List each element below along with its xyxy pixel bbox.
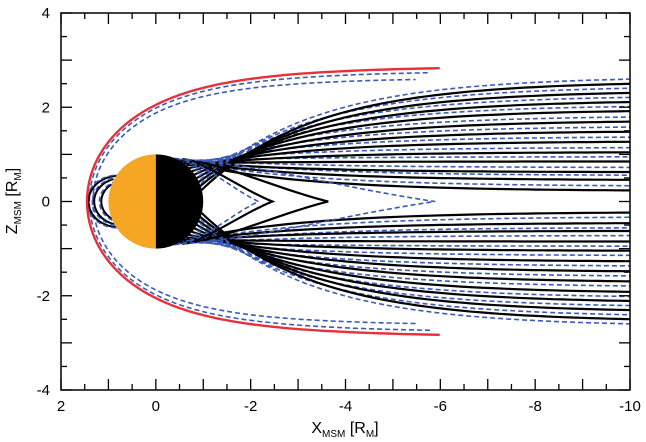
field-line-solid bbox=[171, 222, 630, 245]
x-tick-label: 2 bbox=[57, 398, 65, 415]
planet-dayside bbox=[108, 154, 156, 249]
field-line-dashed bbox=[189, 105, 630, 178]
field-line-solid bbox=[194, 110, 630, 181]
field-line-solid bbox=[199, 210, 630, 321]
field-line-solid bbox=[182, 236, 630, 252]
x-tick-labels: 2 0 -2 -4 -6 -8 -10 bbox=[57, 398, 641, 415]
x-axis-title: XMSM [RM] bbox=[311, 420, 378, 440]
field-line-closed-solid bbox=[181, 158, 329, 245]
y-tick-labels: 4 2 0 -2 -4 bbox=[37, 5, 50, 399]
field-line-solid bbox=[166, 211, 630, 246]
field-line-dashed bbox=[92, 78, 416, 202]
x-tick-label: 0 bbox=[152, 398, 160, 415]
field-line-solid bbox=[179, 238, 630, 243]
y-tick-label: 4 bbox=[42, 5, 50, 22]
field-line-closed-dashed bbox=[181, 158, 436, 245]
field-line-solid bbox=[100, 183, 113, 220]
y-axis-title: ZMSM [RM] bbox=[4, 168, 24, 234]
field-line-dashed bbox=[88, 202, 431, 332]
field-line-dashed bbox=[178, 238, 630, 257]
field-line-dashed bbox=[191, 96, 630, 182]
field-line-dashed bbox=[162, 216, 630, 248]
field-line-dashed bbox=[193, 87, 630, 186]
field-lines bbox=[85, 71, 630, 332]
field-line-closed-solid bbox=[181, 158, 276, 245]
field-line-dashed bbox=[193, 217, 630, 316]
field-line-dashed bbox=[98, 181, 114, 221]
field-line-solid bbox=[199, 82, 630, 193]
field-line-closed-dashed bbox=[181, 158, 261, 245]
y-tick-label: -2 bbox=[37, 288, 50, 305]
axis-ticks bbox=[60, 12, 631, 391]
field-line-solid bbox=[87, 174, 118, 229]
planet-nightside bbox=[155, 154, 204, 249]
x-tick-label: -8 bbox=[528, 398, 541, 415]
field-line-solid bbox=[196, 218, 630, 303]
field-line-solid bbox=[93, 178, 115, 226]
field-line-solid bbox=[189, 130, 630, 174]
field-line-dashed bbox=[178, 146, 630, 165]
field-line-solid bbox=[192, 120, 630, 177]
x-tick-label: -2 bbox=[244, 398, 257, 415]
y-tick-label: 0 bbox=[42, 194, 50, 211]
field-line-dashed bbox=[88, 71, 431, 202]
field-line-solid bbox=[192, 226, 630, 283]
field-line-dashed bbox=[91, 177, 116, 227]
planet-mercury bbox=[108, 154, 204, 249]
field-line-solid bbox=[175, 160, 630, 174]
field-line-solid bbox=[194, 222, 630, 293]
magnetopause-boundary bbox=[85, 67, 440, 336]
field-line-solid bbox=[179, 160, 630, 165]
field-line-solid bbox=[171, 158, 630, 181]
y-tick-label: 2 bbox=[42, 99, 50, 116]
field-line-solid bbox=[175, 229, 630, 243]
field-line-solid bbox=[186, 233, 630, 263]
x-tick-label: -6 bbox=[434, 398, 447, 415]
field-line-dashed bbox=[191, 221, 630, 307]
field-line-solid bbox=[189, 229, 630, 273]
field-line-solid bbox=[186, 140, 630, 170]
x-tick-label: -4 bbox=[339, 398, 352, 415]
field-line-solid bbox=[196, 100, 630, 185]
field-line-solid bbox=[197, 91, 630, 189]
field-line-solid bbox=[166, 157, 630, 192]
field-line-dashed bbox=[92, 202, 416, 325]
field-line-solid bbox=[197, 214, 630, 312]
y-tick-label: -4 bbox=[37, 382, 50, 399]
field-line-solid bbox=[182, 151, 630, 167]
field-line-dashed bbox=[162, 155, 630, 187]
x-tick-label: -10 bbox=[619, 398, 641, 415]
field-line-dashed bbox=[189, 225, 630, 298]
